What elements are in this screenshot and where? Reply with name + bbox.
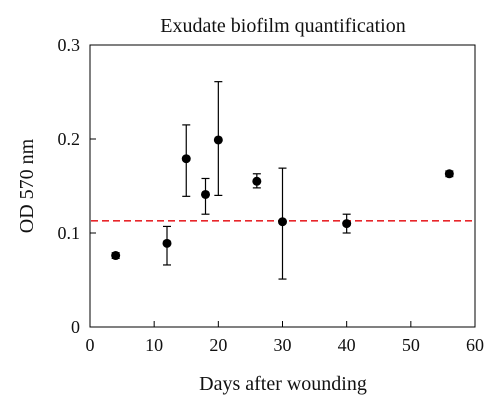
y-tick-label: 0.2 bbox=[58, 129, 81, 149]
data-points bbox=[111, 135, 454, 261]
data-point bbox=[342, 219, 352, 229]
data-point bbox=[444, 169, 454, 179]
x-tick-label: 50 bbox=[402, 335, 420, 355]
data-point bbox=[162, 238, 172, 248]
x-axis-label: Days after wounding bbox=[199, 373, 367, 395]
x-tick-label: 30 bbox=[274, 335, 292, 355]
data-point bbox=[181, 154, 191, 164]
x-tick-label: 20 bbox=[209, 335, 227, 355]
chart-title: Exudate biofilm quantification bbox=[160, 15, 406, 37]
y-tick-label: 0.3 bbox=[58, 35, 81, 55]
data-point bbox=[278, 217, 287, 227]
data-point bbox=[201, 189, 210, 199]
data-point bbox=[213, 135, 223, 145]
error-bars bbox=[111, 81, 454, 280]
data-point bbox=[111, 251, 121, 261]
y-axis: 0 0.1 0.2 0.3 bbox=[58, 35, 96, 337]
x-tick-label: 10 bbox=[145, 335, 163, 355]
y-axis-label: OD 570 nm bbox=[16, 138, 38, 233]
x-tick-label: 60 bbox=[466, 335, 484, 355]
x-tick-label: 40 bbox=[338, 335, 356, 355]
data-point bbox=[252, 176, 262, 186]
y-tick-label: 0 bbox=[71, 317, 80, 337]
y-tick-label: 0.1 bbox=[58, 223, 81, 243]
x-axis: 0 10 20 30 40 50 60 bbox=[86, 321, 484, 355]
x-tick-label: 0 bbox=[86, 335, 95, 355]
